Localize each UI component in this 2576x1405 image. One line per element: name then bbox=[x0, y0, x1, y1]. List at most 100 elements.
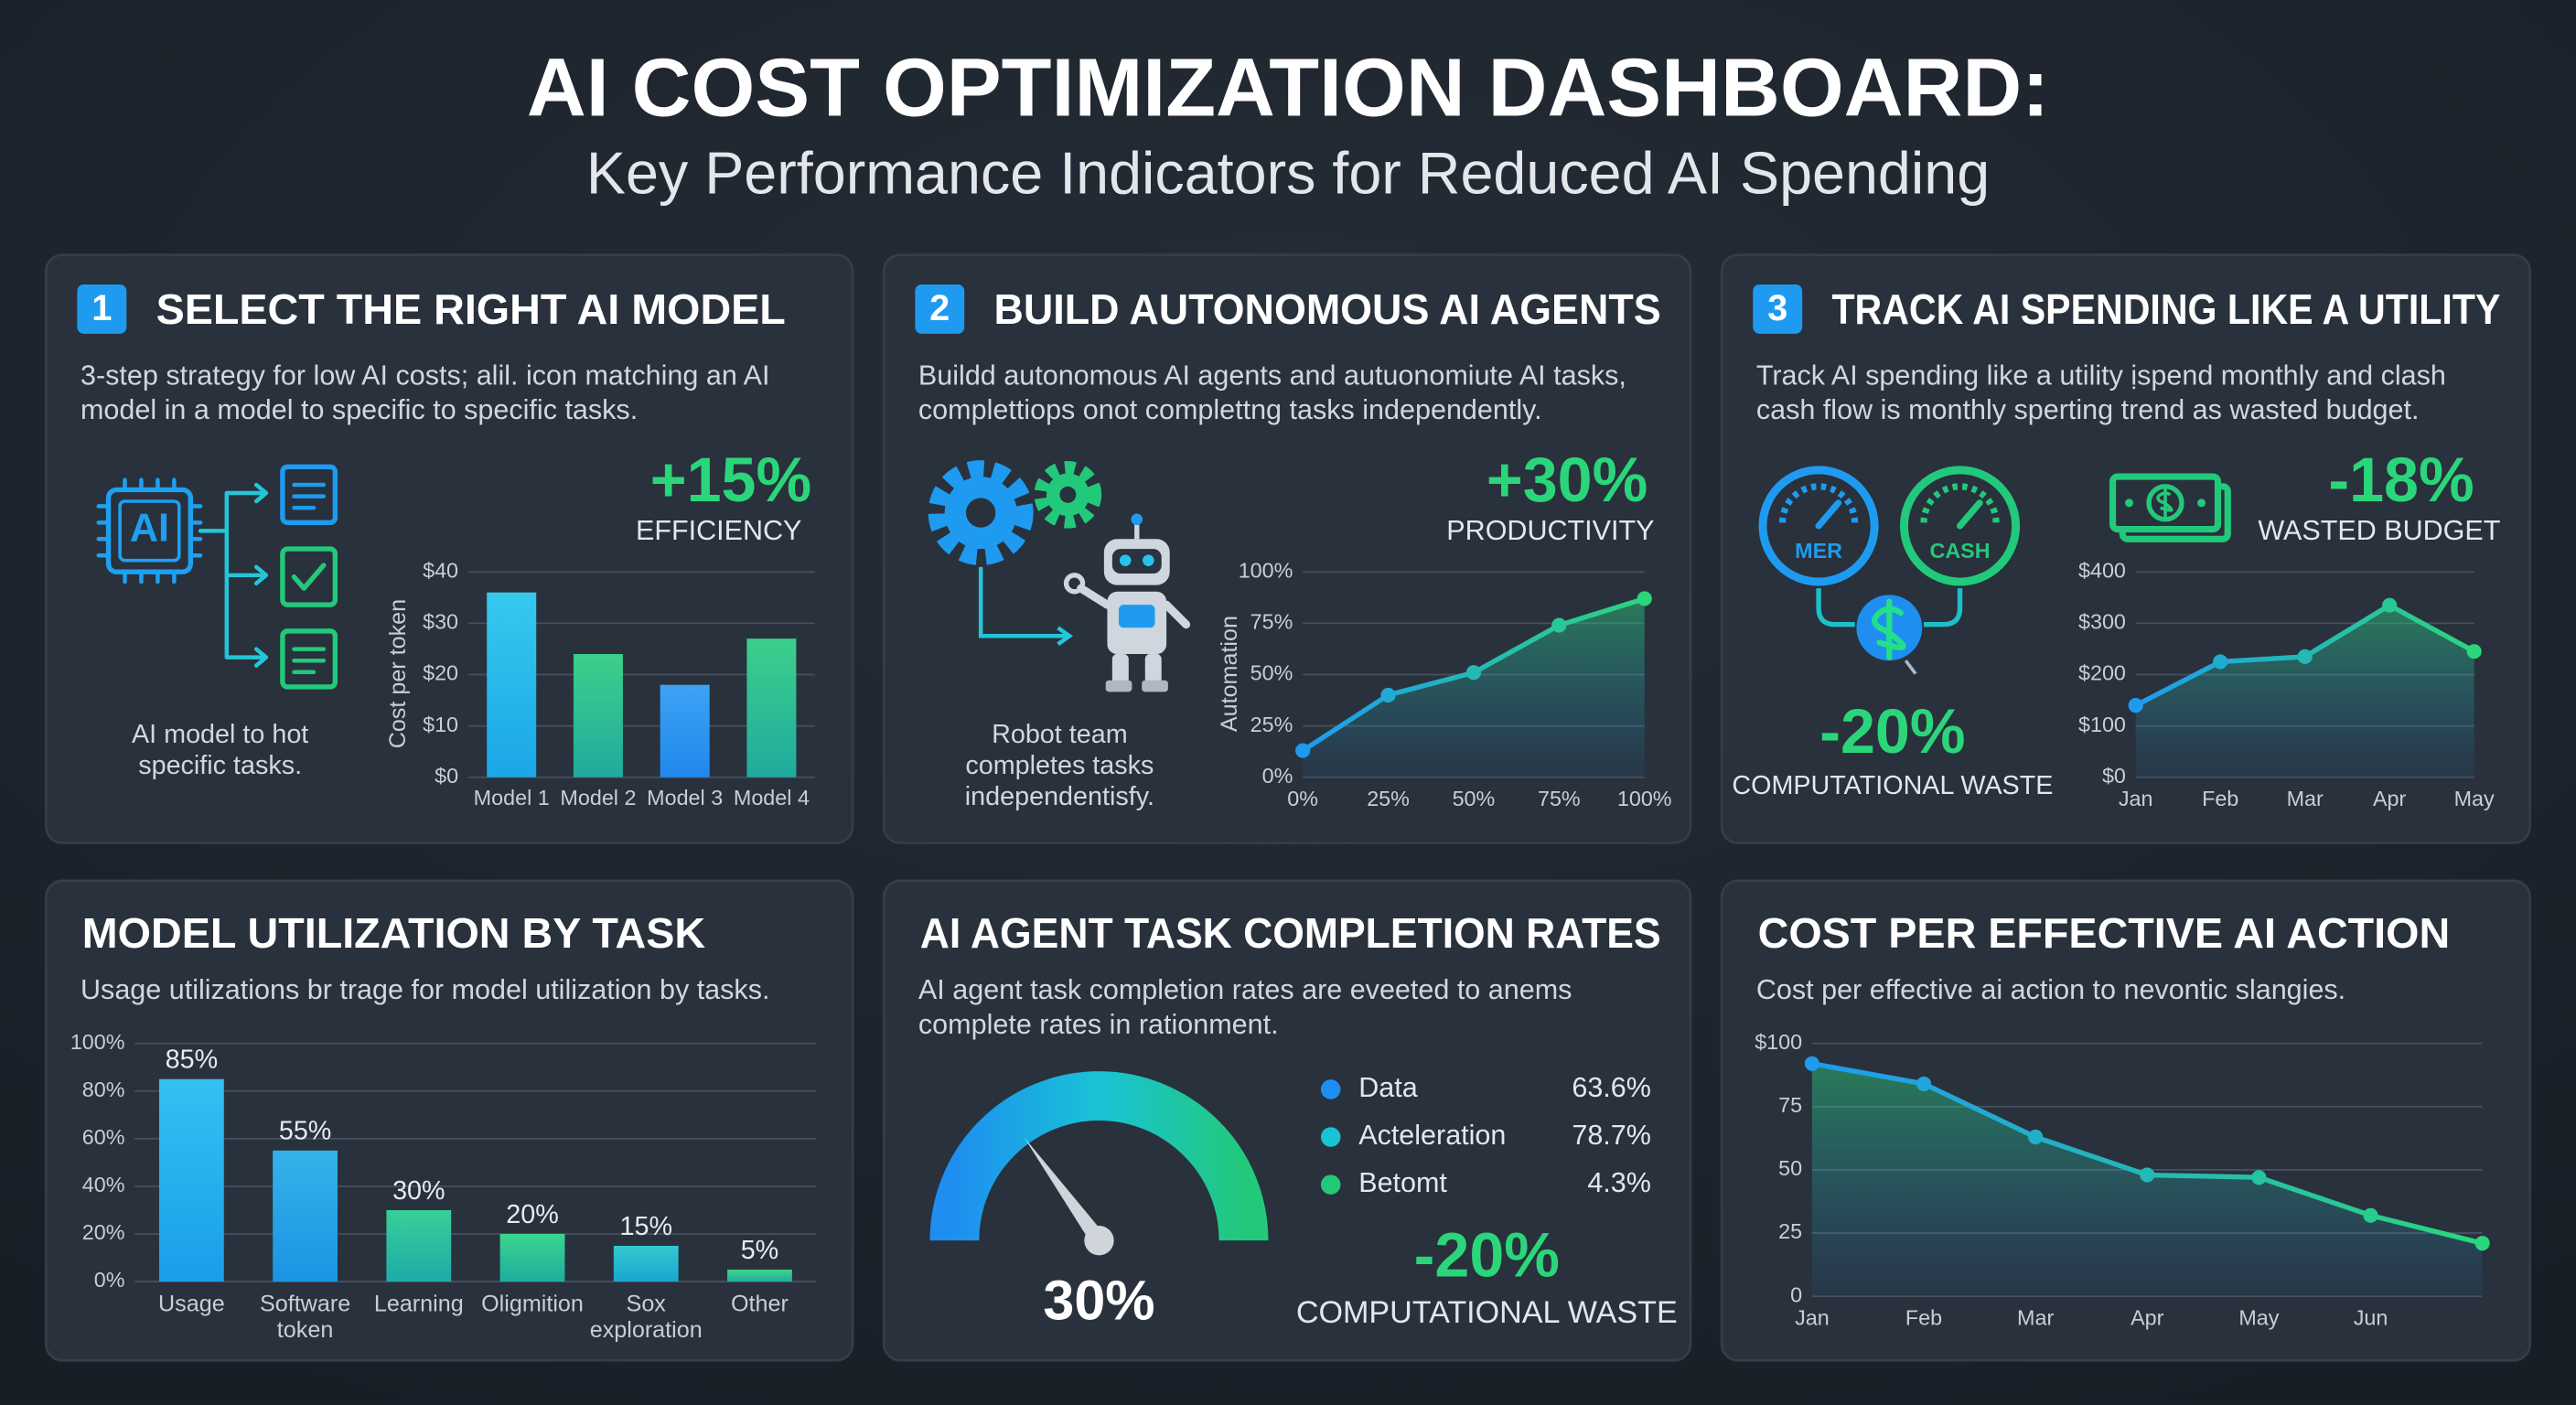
data-point bbox=[1804, 1056, 1819, 1071]
panel-subtitle: AI agent task completion rates are eveet… bbox=[918, 974, 1572, 1041]
panel-content: AI AGENT TASK COMPLETION RATES AI agent t… bbox=[918, 909, 1678, 1331]
data-label: 85% bbox=[166, 1046, 218, 1075]
panel-subtitle-box: 3-step strategy for low AI costs; alil. … bbox=[80, 360, 769, 426]
panel-subtitle: Buildd autonomous AI agents and autuonom… bbox=[918, 359, 1626, 426]
data-label: 30% bbox=[392, 1176, 445, 1206]
y-tick-label: $300 bbox=[2078, 610, 2126, 634]
y-tick-label: $40 bbox=[423, 558, 458, 582]
x-tick-label: Other bbox=[730, 1290, 789, 1316]
step-number: 1 bbox=[91, 288, 112, 328]
kpi-label: PRODUCTIVITY bbox=[1446, 515, 1654, 546]
page-subtitle: Key Performance Indicators for Reduced A… bbox=[586, 139, 1990, 206]
x-tick-label: Model 1 bbox=[473, 785, 550, 810]
y-tick-label: 20% bbox=[82, 1220, 125, 1244]
data-point bbox=[2140, 1167, 2155, 1183]
gauge-arc bbox=[929, 1071, 1269, 1241]
kpi-value: -20% bbox=[1414, 1221, 1560, 1291]
legend-value: 63.6% bbox=[1572, 1072, 1651, 1103]
y-tick-label: $400 bbox=[2078, 558, 2126, 582]
data-point bbox=[1465, 665, 1482, 681]
icon-label: MER bbox=[1795, 539, 1842, 563]
x-tick-label-box: Other bbox=[730, 1290, 789, 1316]
utility-illustration bbox=[1758, 466, 2231, 675]
legend-label: Betomt bbox=[1358, 1167, 1447, 1198]
panels bbox=[44, 253, 2532, 1362]
data-label: 55% bbox=[279, 1117, 331, 1146]
data-point bbox=[2363, 1207, 2378, 1223]
bar bbox=[499, 1233, 565, 1282]
y-tick-label: $10 bbox=[423, 713, 458, 736]
data-point bbox=[2474, 1236, 2490, 1251]
x-tick-label-box: Oligmition bbox=[481, 1290, 584, 1316]
x-tick-label: Feb bbox=[1905, 1306, 1942, 1330]
x-tick-label: Model 3 bbox=[647, 785, 724, 810]
kpi-value: -20% bbox=[1819, 697, 1965, 767]
panel-subtitle-box: Track AI spending like a utility ịspend … bbox=[1755, 359, 2446, 426]
icon-label: AI bbox=[130, 507, 169, 551]
kpi-label: COMPUTATIONAL WASTE bbox=[1732, 771, 2053, 800]
x-tick-label: 100% bbox=[1617, 787, 1672, 810]
bar bbox=[158, 1078, 224, 1282]
legend-label: Data bbox=[1358, 1072, 1417, 1103]
area-fill bbox=[1303, 598, 1645, 778]
data-point bbox=[1637, 591, 1652, 606]
illustration-caption: Robot team completes tasks independentis… bbox=[964, 721, 1154, 812]
panel-title: BUILD AUTONOMOUS AI AGENTS bbox=[994, 285, 1661, 333]
illustration-caption-box: Robot team completes tasks independentis… bbox=[964, 721, 1154, 812]
x-tick-label-box: Model 1 bbox=[473, 785, 550, 810]
page-title: AI COST OPTIMIZATION DASHBOARD: bbox=[527, 42, 2049, 134]
kpi-label: EFFICIENCY bbox=[636, 515, 801, 546]
illustration-caption-box: AI model to hot specific tasks. bbox=[132, 722, 308, 781]
bar bbox=[273, 1150, 338, 1282]
y-tick-label: $100 bbox=[2078, 713, 2126, 736]
x-tick-label: Usage bbox=[158, 1290, 225, 1316]
x-tick-label: 25% bbox=[1367, 787, 1410, 810]
x-tick-label-box: Software token bbox=[260, 1290, 350, 1342]
bar bbox=[487, 592, 537, 778]
data-point bbox=[2028, 1129, 2044, 1145]
x-tick-label: 50% bbox=[1453, 787, 1496, 810]
gauge-value: 30% bbox=[1043, 1269, 1154, 1331]
x-tick-label-box: Sox exploration bbox=[589, 1290, 703, 1343]
legend-label: Acteleration bbox=[1358, 1120, 1506, 1151]
panel-subtitle-box: AI agent task completion rates are eveet… bbox=[918, 974, 1572, 1041]
icon-label: CASH bbox=[1929, 539, 1990, 563]
model-illustration bbox=[96, 464, 338, 690]
panel-subtitle-box: Usage utilizations br trage for model ut… bbox=[80, 974, 769, 1005]
panel-subtitle: Track AI spending like a utility ịspend … bbox=[1755, 359, 2446, 426]
data-point bbox=[1295, 743, 1311, 758]
y-tick-label: $0 bbox=[2102, 764, 2126, 788]
y-axis-label: Automation bbox=[1217, 616, 1242, 732]
data-label: 5% bbox=[741, 1236, 779, 1265]
data-point bbox=[1380, 687, 1396, 702]
x-tick-label-box: Model 3 bbox=[647, 785, 724, 810]
y-tick-label: 100% bbox=[1239, 558, 1293, 582]
y-tick-label: 50 bbox=[1778, 1156, 1802, 1180]
kpi-label: COMPUTATIONAL WASTE bbox=[1296, 1295, 1678, 1330]
bar bbox=[573, 654, 623, 778]
bar bbox=[746, 638, 797, 778]
x-tick-label: Model 4 bbox=[733, 785, 810, 810]
data-point bbox=[2213, 654, 2228, 670]
legend-value: 4.3% bbox=[1587, 1167, 1651, 1198]
x-tick-label-box: Model 2 bbox=[560, 786, 636, 810]
data-label: 20% bbox=[506, 1200, 558, 1229]
x-tick-label: Apr bbox=[2131, 1306, 2164, 1330]
panel-content: 1 SELECT THE RIGHT AI MODEL 3-step strateg… bbox=[77, 284, 815, 810]
x-tick-label: Oligmition bbox=[481, 1290, 584, 1316]
y-tick-label: 75 bbox=[1778, 1093, 1802, 1117]
panel-title: AI AGENT TASK COMPLETION RATES bbox=[920, 909, 1661, 957]
legend-dot bbox=[1320, 1174, 1341, 1195]
data-point bbox=[2297, 649, 2313, 664]
legend-dot bbox=[1320, 1079, 1341, 1099]
x-tick-label: May bbox=[2238, 1306, 2279, 1330]
step-badge bbox=[77, 284, 127, 334]
step-badge bbox=[915, 284, 965, 334]
x-tick-label: 75% bbox=[1538, 787, 1581, 810]
panel-subtitle-box: Cost per effective ai action to nevontic… bbox=[1756, 974, 2345, 1005]
y-tick-label: $100 bbox=[1755, 1030, 1802, 1054]
bar bbox=[613, 1246, 679, 1282]
x-tick-label: Sox exploration bbox=[589, 1290, 703, 1343]
data-point bbox=[2466, 644, 2482, 660]
